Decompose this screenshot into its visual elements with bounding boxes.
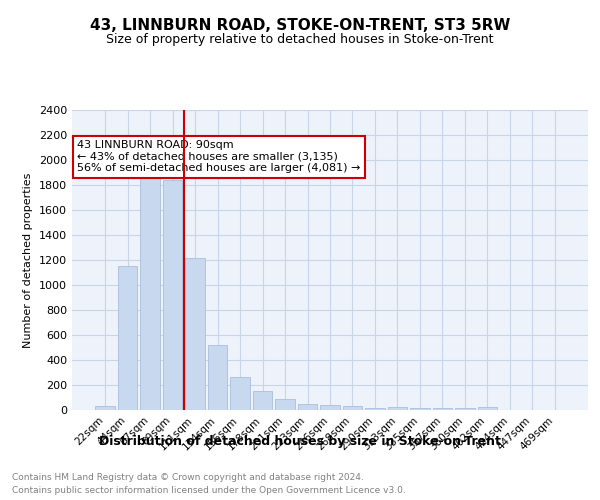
Bar [410,408,430,410]
Text: Contains HM Land Registry data © Crown copyright and database right 2024.: Contains HM Land Registry data © Crown c… [12,472,364,482]
Bar [478,407,497,410]
Bar [253,390,272,410]
Bar [320,405,340,410]
Bar [185,258,205,410]
Text: Contains public sector information licensed under the Open Government Licence v3: Contains public sector information licen… [12,486,406,495]
Y-axis label: Number of detached properties: Number of detached properties [23,172,34,348]
Bar [230,377,250,410]
Bar [95,406,115,410]
Bar [388,407,407,410]
Bar [140,166,160,410]
Bar [433,408,452,410]
Bar [455,408,475,410]
Bar [208,345,227,410]
Bar [163,180,182,410]
Text: 43, LINNBURN ROAD, STOKE-ON-TRENT, ST3 5RW: 43, LINNBURN ROAD, STOKE-ON-TRENT, ST3 5… [90,18,510,32]
Bar [343,406,362,410]
Bar [365,408,385,410]
Bar [298,404,317,410]
Text: Distribution of detached houses by size in Stoke-on-Trent: Distribution of detached houses by size … [99,435,501,448]
Text: Size of property relative to detached houses in Stoke-on-Trent: Size of property relative to detached ho… [106,32,494,46]
Text: 43 LINNBURN ROAD: 90sqm
← 43% of detached houses are smaller (3,135)
56% of semi: 43 LINNBURN ROAD: 90sqm ← 43% of detache… [77,140,361,173]
Bar [118,266,137,410]
Bar [275,400,295,410]
